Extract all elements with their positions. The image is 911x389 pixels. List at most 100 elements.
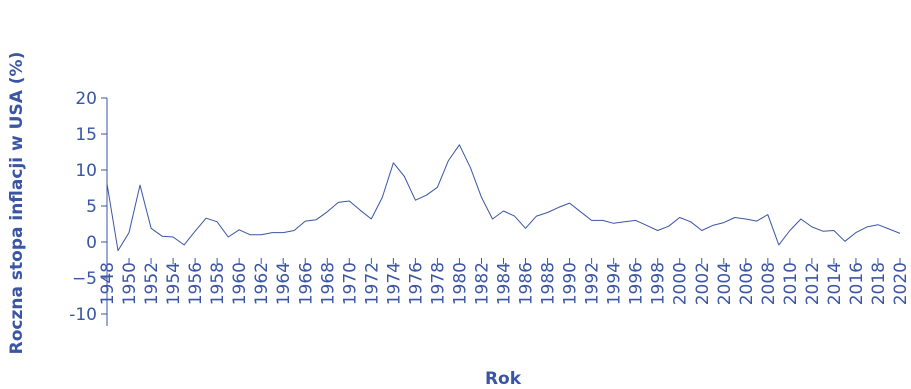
data-point <box>833 229 835 231</box>
data-point <box>194 230 196 232</box>
x-tick-label: 2000 <box>671 262 691 305</box>
data-point <box>139 184 141 186</box>
x-tick-label: 1978 <box>428 262 448 305</box>
data-point <box>535 215 537 217</box>
data-point <box>855 231 857 233</box>
plot-area <box>106 144 901 252</box>
data-point <box>392 162 394 164</box>
x-tick-label: 1950 <box>120 262 140 305</box>
data-point <box>789 229 791 231</box>
x-tick-label: 1988 <box>539 262 559 305</box>
inflation-series-line <box>106 144 901 252</box>
data-point <box>359 209 361 211</box>
x-tick-label: 1984 <box>495 262 515 305</box>
data-point <box>216 221 218 223</box>
x-tick-label: 1976 <box>406 262 426 305</box>
data-point <box>128 231 130 233</box>
data-point <box>205 217 207 219</box>
x-tick-label: 2020 <box>891 262 911 305</box>
x-tick-label: 1974 <box>384 262 404 305</box>
data-point <box>822 230 824 232</box>
x-tick-label: 1956 <box>186 262 206 305</box>
data-point <box>227 236 229 238</box>
data-point <box>546 211 548 213</box>
data-point <box>866 226 868 228</box>
data-point <box>734 216 736 218</box>
data-point <box>238 229 240 231</box>
data-point <box>502 210 504 212</box>
y-tick-label: 10 <box>75 161 97 181</box>
data-point <box>601 219 603 221</box>
data-point <box>348 200 350 202</box>
data-point <box>657 229 659 231</box>
data-point <box>337 201 339 203</box>
data-point <box>106 183 108 185</box>
data-point <box>172 236 174 238</box>
x-tick-label: 1954 <box>164 262 184 305</box>
data-point <box>745 218 747 220</box>
x-tick-label: 1962 <box>252 262 272 305</box>
data-point <box>557 206 559 208</box>
data-point <box>767 213 769 215</box>
data-point <box>524 227 526 229</box>
x-tick-label: 2018 <box>869 262 889 305</box>
data-point <box>778 244 780 246</box>
data-point <box>183 244 185 246</box>
data-point <box>425 194 427 196</box>
data-point <box>679 216 681 218</box>
data-point <box>635 219 637 221</box>
data-point <box>701 229 703 231</box>
x-tick-label: 1970 <box>340 262 360 305</box>
x-tick-label: 1964 <box>274 262 294 305</box>
y-tick-label: 20 <box>75 89 97 109</box>
data-point <box>491 218 493 220</box>
x-tick-label: 1948 <box>98 262 118 305</box>
x-tick-label: 2008 <box>759 262 779 305</box>
x-tick-label: 1960 <box>230 262 250 305</box>
x-tick-label: 2012 <box>803 262 823 305</box>
y-tick-label: 5 <box>86 197 97 217</box>
data-point <box>469 167 471 169</box>
x-tick-label: 1994 <box>605 262 625 305</box>
data-point <box>480 196 482 198</box>
data-point <box>844 240 846 242</box>
y-tick-label: 15 <box>75 125 97 145</box>
data-point <box>756 220 758 222</box>
data-point <box>568 202 570 204</box>
x-tick-label: 1966 <box>296 262 316 305</box>
x-tick-label: 1990 <box>561 262 581 305</box>
data-point <box>668 225 670 227</box>
data-point <box>282 231 284 233</box>
x-tick-label: 2014 <box>825 262 845 305</box>
data-point <box>161 235 163 237</box>
y-tick-label: −5 <box>72 269 97 289</box>
data-point <box>579 211 581 213</box>
data-point <box>811 226 813 228</box>
data-point <box>447 159 449 161</box>
y-tick-label: 0 <box>86 233 97 253</box>
data-point <box>403 175 405 177</box>
x-tick-label: 1986 <box>517 262 537 305</box>
data-point <box>899 232 901 234</box>
x-tick-label: 2010 <box>781 262 801 305</box>
data-point <box>646 224 648 226</box>
y-axis-title: Roczna stopa inflacji w USA (%) <box>7 52 27 355</box>
x-tick-label: 2002 <box>693 262 713 305</box>
data-point <box>414 199 416 201</box>
data-point <box>304 220 306 222</box>
x-tick-label: 1982 <box>472 262 492 305</box>
x-tick-label: 1992 <box>583 262 603 305</box>
x-tick-label: 1952 <box>142 262 162 305</box>
data-point <box>590 219 592 221</box>
x-axis-title: Rok <box>485 369 522 389</box>
x-tick-label: 1958 <box>208 262 228 305</box>
data-point <box>117 249 119 251</box>
data-point <box>458 144 460 146</box>
data-point <box>315 219 317 221</box>
data-point <box>293 229 295 231</box>
data-point <box>888 228 890 230</box>
data-point <box>326 211 328 213</box>
y-tick-label: -10 <box>69 305 97 325</box>
data-point <box>150 227 152 229</box>
